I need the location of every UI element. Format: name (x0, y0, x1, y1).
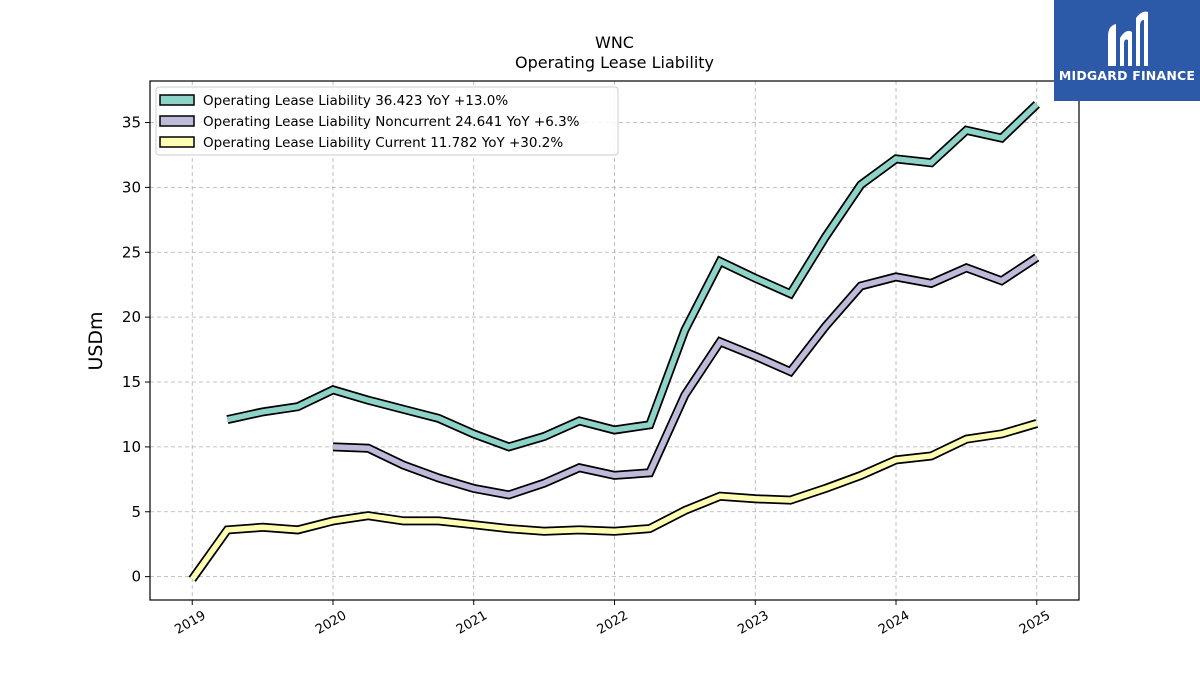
series-layer (188, 101, 1040, 582)
series-line-fill (332, 255, 1039, 498)
legend-label: Operating Lease Liability Noncurrent 24.… (203, 114, 580, 130)
plot-frame (149, 80, 1080, 601)
y-tick-label: 5 (131, 503, 141, 521)
brand-name: MIDGARD FINANCE (1058, 68, 1196, 83)
series-line-fill (189, 420, 1038, 581)
y-tick-label: 10 (122, 438, 141, 456)
legend-label: Operating Lease Liability 36.423 YoY +13… (203, 93, 508, 109)
series-line-fill (226, 102, 1039, 450)
brand-logo-mark-icon (1108, 11, 1148, 67)
legend-box (155, 86, 619, 156)
x-tick-label: 2020 (313, 608, 349, 638)
y-tick-label: 25 (122, 243, 141, 261)
legend-swatch (159, 115, 195, 127)
y-tick-label: 15 (122, 373, 141, 391)
chart-subtitle: Operating Lease Liability (515, 53, 714, 72)
x-tick-label: 2021 (454, 608, 490, 638)
x-tick-label: 2019 (172, 608, 208, 638)
x-tick-label: 2023 (735, 608, 771, 638)
y-tick-label: 35 (122, 114, 141, 132)
y-axis-label: USDm (85, 311, 107, 370)
x-tick-label: 2025 (1017, 608, 1053, 638)
y-axis-ticks: 0 5 10 15 20 25 30 35 (122, 114, 150, 586)
x-axis-ticks: 2019 2020 2021 2022 2023 2024 2025 (172, 600, 1053, 638)
legend-label: Operating Lease Liability Current 11.782… (203, 135, 563, 151)
legend-swatch (159, 94, 195, 106)
x-tick-label: 2022 (595, 608, 631, 638)
chart-title: WNC (595, 33, 634, 52)
y-tick-label: 0 (131, 568, 141, 586)
legend: Operating Lease Liability 36.423 YoY +13… (155, 86, 619, 156)
legend-swatch (159, 136, 195, 148)
series-line-0 (226, 101, 1040, 452)
brand-logo: MIDGARD FINANCE (1054, 0, 1200, 101)
x-tick-label: 2024 (876, 608, 912, 638)
series-line-1 (332, 253, 1040, 500)
series-line-2 (188, 419, 1039, 582)
y-tick-label: 20 (122, 308, 141, 326)
y-tick-label: 30 (122, 178, 141, 196)
